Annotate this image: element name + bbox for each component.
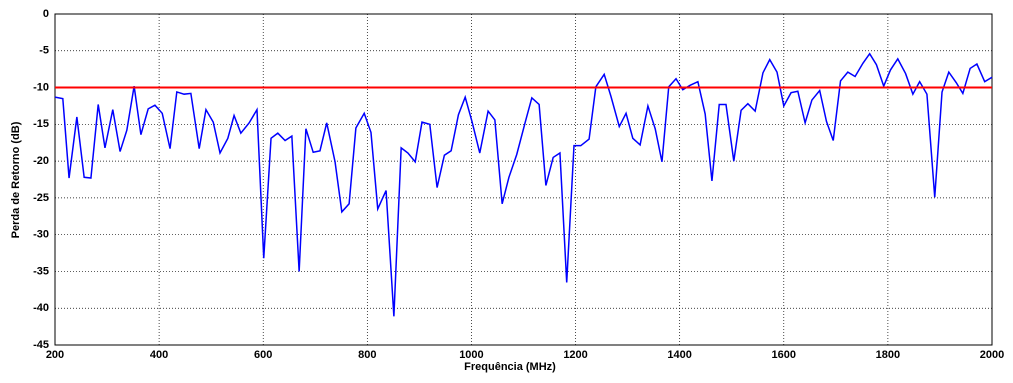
y-tick-label: -35 — [33, 265, 49, 277]
y-tick-label: -25 — [33, 192, 49, 204]
data-line — [54, 52, 993, 317]
y-tick-label: 0 — [43, 8, 49, 20]
x-tick-label: 1400 — [667, 349, 691, 361]
x-tick-label: 600 — [254, 349, 272, 361]
x-axis-label: Frequência (MHz) — [464, 361, 556, 373]
y-tick-label: -10 — [33, 81, 49, 93]
x-tick-label: 200 — [46, 349, 64, 361]
y-tick-label: -15 — [33, 118, 49, 130]
x-tick-label: 1200 — [563, 349, 587, 361]
x-tick-label: 1600 — [772, 349, 796, 361]
x-tick-label: 1000 — [459, 349, 483, 361]
y-tick-label: -30 — [33, 229, 49, 241]
y-tick-label: -5 — [39, 45, 49, 57]
x-tick-label: 800 — [358, 349, 376, 361]
y-tick-label: -40 — [33, 302, 49, 314]
x-tick-label: 1800 — [876, 349, 900, 361]
y-tick-label: -45 — [33, 339, 49, 351]
x-tick-label: 400 — [150, 349, 168, 361]
plot-frame — [54, 13, 993, 346]
x-tick-label: 2000 — [980, 349, 1004, 361]
y-tick-label: -20 — [33, 155, 49, 167]
y-axis-label: Perda de Retorno (dB) — [10, 121, 22, 238]
